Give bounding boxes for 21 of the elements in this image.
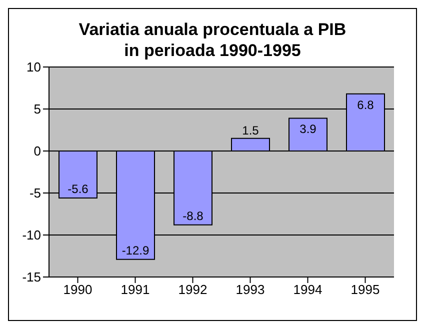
bar xyxy=(231,138,270,152)
data-label: 3.9 xyxy=(300,122,317,136)
x-tick-label: 1992 xyxy=(178,282,208,298)
chart-title: Variatia anuala procentuala a PIB in perioada 1990-1995 xyxy=(78,19,348,61)
bar xyxy=(288,118,328,152)
data-label: 6.8 xyxy=(357,98,374,112)
x-tick-label: 1994 xyxy=(293,282,322,298)
data-label: -8.8 xyxy=(182,208,204,223)
x-tick-label: 1995 xyxy=(350,282,380,298)
y-tick-label: 10 xyxy=(26,60,41,75)
data-label: 1.5 xyxy=(242,123,260,138)
x-tick-label: 1990 xyxy=(63,282,92,298)
y-tick-label: 5 xyxy=(34,102,41,117)
y-tick-label: -10 xyxy=(22,228,41,243)
y-tick-label: -5 xyxy=(29,186,41,201)
data-label: -12.9 xyxy=(122,243,150,258)
data-label: -5.6 xyxy=(68,182,89,196)
y-tick-label: -15 xyxy=(22,270,41,285)
y-tick-label: 0 xyxy=(34,144,41,159)
x-tick-label: 1991 xyxy=(120,282,150,298)
x-tick-label: 1993 xyxy=(236,282,265,298)
